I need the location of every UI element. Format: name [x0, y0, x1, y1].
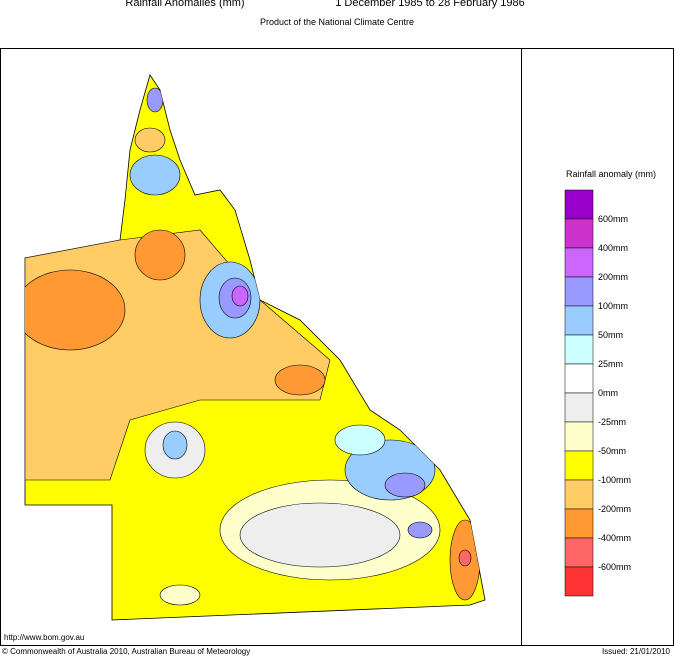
legend-swatch — [564, 363, 594, 394]
queensland — [24, 74, 486, 621]
legend-swatch — [564, 537, 594, 568]
legend-swatch — [564, 566, 594, 597]
legend-swatch — [564, 218, 594, 249]
legend-label: -200mm — [598, 504, 631, 514]
legend-label: 25mm — [598, 359, 623, 369]
legend-label: 50mm — [598, 330, 623, 340]
legend-label: -400mm — [598, 533, 631, 543]
title: Rainfall Anomalies (mm) — [125, 0, 244, 9]
legend-swatch — [564, 450, 594, 481]
legend-swatch — [564, 276, 594, 307]
legend-label: -600mm — [598, 562, 631, 572]
legend-label: 200mm — [598, 272, 628, 282]
legend-label: -50mm — [598, 446, 626, 456]
legend-swatch — [564, 189, 594, 220]
legend-label: 600mm — [598, 214, 628, 224]
legend-title: Rainfall anomaly (mm) — [566, 169, 656, 179]
legend-label: 100mm — [598, 301, 628, 311]
legend-label: 0mm — [598, 388, 618, 398]
legend-swatch — [564, 305, 594, 336]
url: http://www.bom.gov.au — [4, 633, 84, 642]
legend-swatch — [564, 421, 594, 452]
legend-swatch — [564, 247, 594, 278]
legend-swatch — [564, 392, 594, 423]
legend-label: 400mm — [598, 243, 628, 253]
issued: Issued: 21/01/2010 — [602, 647, 671, 656]
legend-label: -100mm — [598, 475, 631, 485]
legend-label: -25mm — [598, 417, 626, 427]
legend-swatch — [564, 479, 594, 510]
legend-swatch — [564, 508, 594, 539]
legend: 600mm 400mm 200mm 100mm 50mm 25mm 0mm -25mm -50m… — [564, 189, 631, 597]
legend-swatch — [564, 334, 594, 365]
subtitle: Product of the National Climate Centre — [260, 17, 414, 27]
period: 1 December 1985 to 28 February 1986 — [335, 0, 525, 9]
copyright: © Commonwealth of Australia 2010, Austra… — [2, 647, 250, 656]
